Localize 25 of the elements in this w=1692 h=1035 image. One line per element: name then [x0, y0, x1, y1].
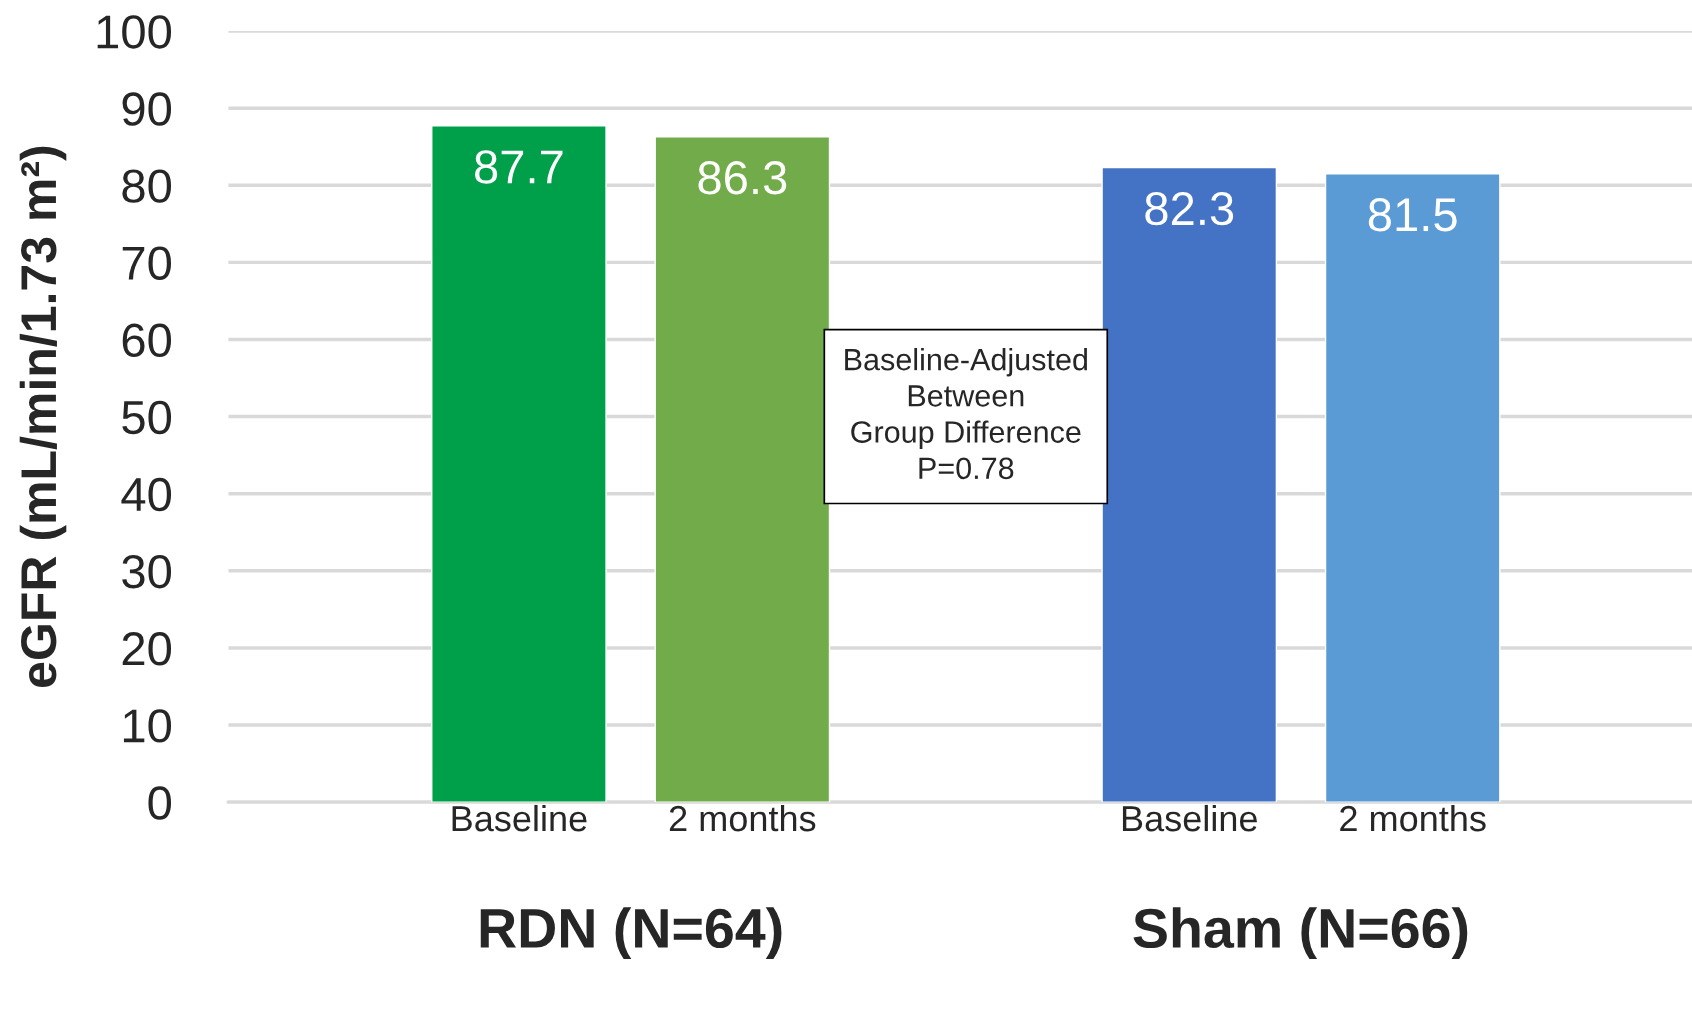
text: Sham (N=66)	[1133, 907, 1468, 960]
y-tick-label: 30	[122, 554, 172, 589]
x-tick-label: 2 months	[1340, 804, 1486, 832]
data-label: 81.5	[1368, 198, 1457, 232]
data-label: 82.3	[1145, 191, 1234, 226]
y-tick-label: 80	[122, 169, 172, 203]
y-tick-label: 50	[122, 400, 172, 435]
bar	[1324, 173, 1501, 803]
x-tick-label: Baseline	[1122, 804, 1257, 832]
text: RDN (N=64)	[480, 907, 782, 960]
y-tick-label: 100	[97, 15, 172, 49]
x-tick-label: 2 months	[669, 804, 816, 832]
y-tick-label: 20	[122, 632, 172, 666]
y-axis-title: eGFR (mL/min/1.73 m²)	[19, 146, 67, 687]
y-tick-label: 40	[121, 477, 172, 512]
y-tick-label: 70	[122, 246, 172, 280]
data-label: 86.3	[698, 161, 787, 195]
data-label: 87.7	[475, 150, 563, 184]
annotation: Baseline-Adjusted Between Group Difference P=0.78	[845, 348, 1087, 480]
y-tick-label: 0	[148, 786, 172, 820]
y-tick-label: 10	[123, 709, 172, 743]
y-tick-label: 60	[122, 323, 172, 358]
x-tick-label: Baseline	[452, 804, 587, 832]
bar	[431, 125, 607, 803]
y-tick-label: 90	[122, 92, 172, 126]
